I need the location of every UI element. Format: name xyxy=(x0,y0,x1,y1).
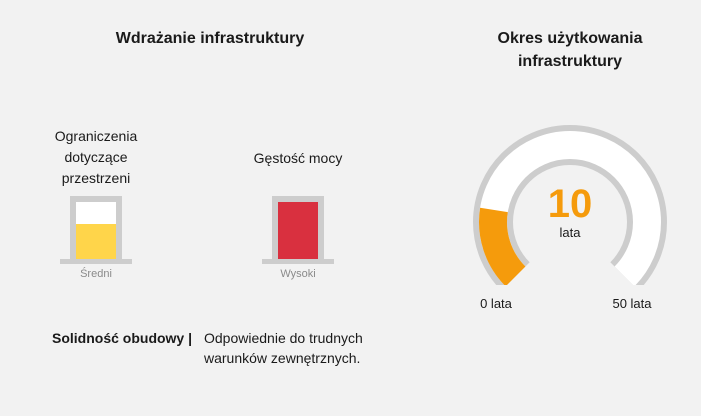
power-density-meter-fill xyxy=(278,202,318,261)
lifetime-value: 10 xyxy=(547,182,593,226)
space-constraints-level: Średni xyxy=(80,268,112,280)
space-constraints-meter-inner xyxy=(76,202,116,261)
space-constraints-label: Ograniczenia dotyczące przestrzeni xyxy=(54,128,138,186)
infrastructure-lifetime-title: Okres użytkowania infrastruktury xyxy=(497,30,643,70)
enclosure-robustness-value: Odpowiednie do trudnych warunków zewnętr… xyxy=(204,330,363,366)
power-density-meter-inner xyxy=(278,202,318,261)
enclosure-robustness-label: Solidność obudowy | xyxy=(52,330,193,346)
power-density-meter-base xyxy=(262,259,334,264)
infrastructure-deployment-title: Wdrażanie infrastruktury xyxy=(115,30,305,47)
lifetime-max-label: 50 lata xyxy=(612,296,652,311)
power-density-meter-frame xyxy=(272,196,324,261)
power-density-label: Gęstość mocy xyxy=(253,150,343,166)
lifetime-gauge-fill xyxy=(479,207,526,285)
space-constraints-meter-fill xyxy=(76,224,116,261)
lifetime-min-label: 0 lata xyxy=(480,296,512,311)
space-constraints-meter-base xyxy=(60,259,132,264)
lifetime-gauge xyxy=(473,125,667,285)
lifetime-unit: lata xyxy=(559,225,581,240)
space-constraints-meter-frame xyxy=(70,196,122,261)
power-density-level: Wysoki xyxy=(280,268,316,280)
